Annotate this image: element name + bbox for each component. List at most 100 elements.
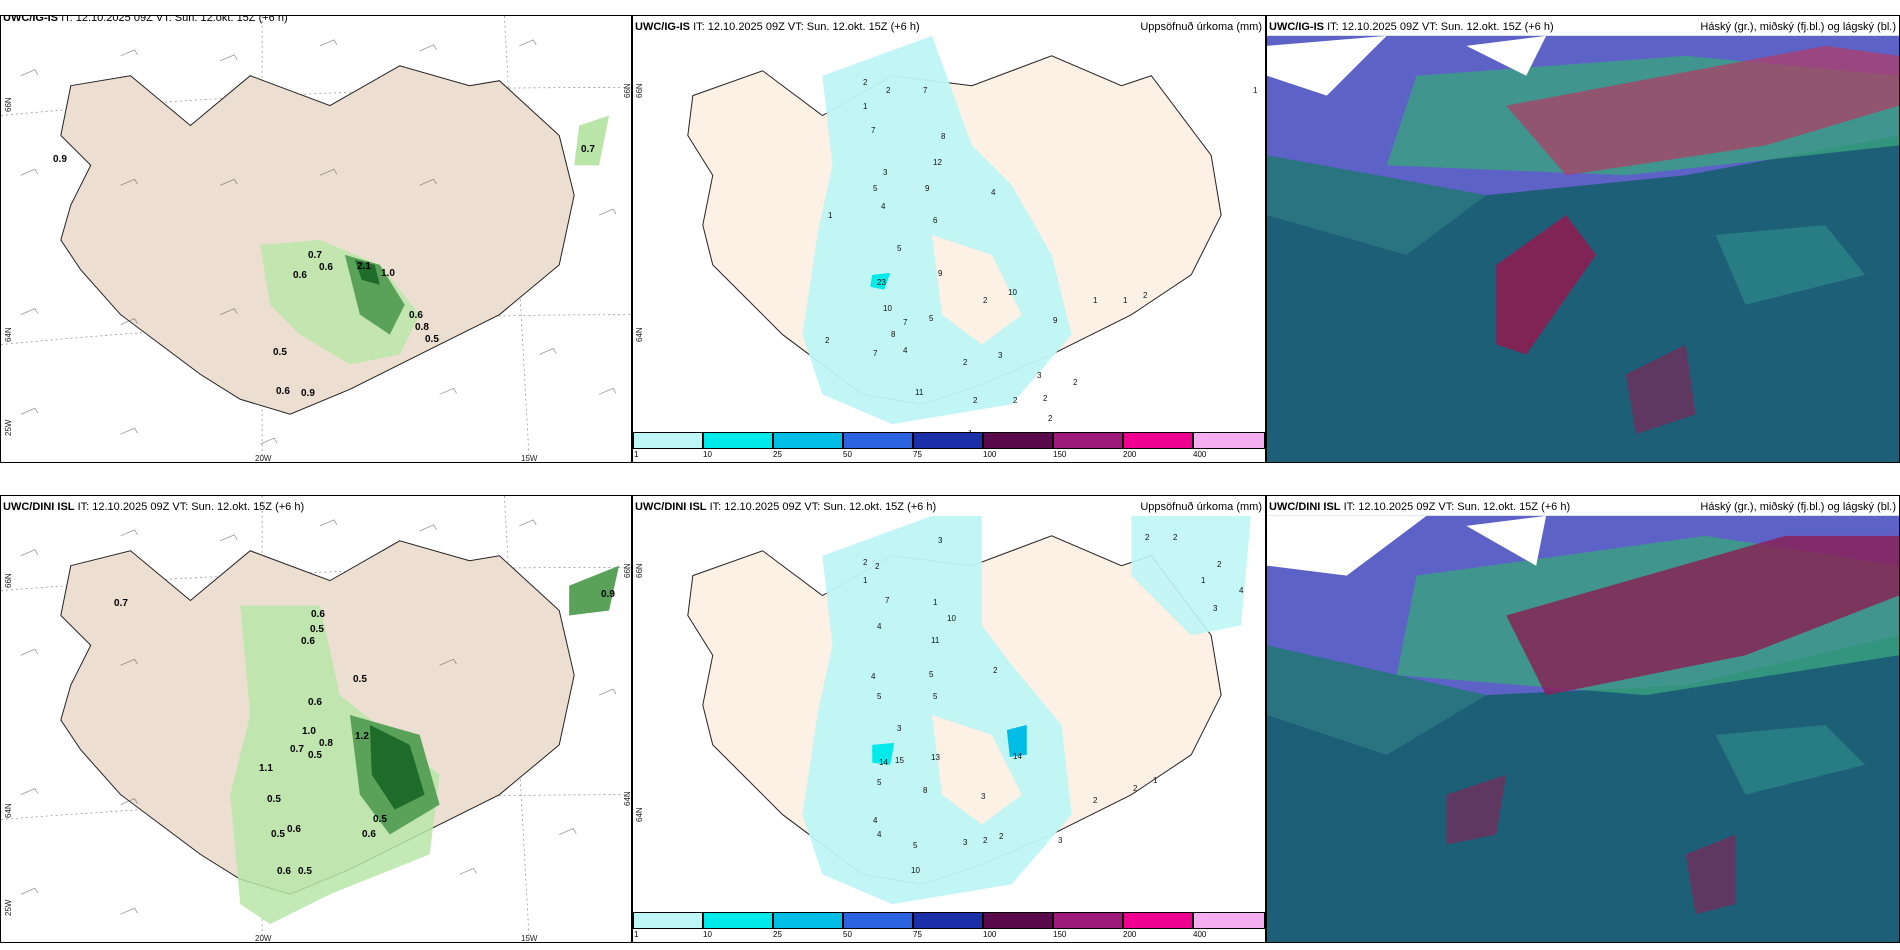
value-label: 1 bbox=[1153, 776, 1158, 785]
value-label: 13 bbox=[931, 753, 940, 762]
value-label: 5 bbox=[873, 184, 878, 193]
value-label: 12 bbox=[933, 158, 942, 167]
value-label: 5 bbox=[913, 841, 918, 850]
value-label: 0.8 bbox=[415, 322, 429, 333]
value-label: 8 bbox=[923, 786, 928, 795]
value-label: 3 bbox=[883, 168, 888, 177]
colorbar-tick: 100 bbox=[983, 930, 997, 939]
colorbar-tick: 400 bbox=[1193, 450, 1207, 459]
value-label: 0.5 bbox=[373, 814, 387, 825]
ig-wind-map bbox=[1, 16, 631, 462]
value-label: 10 bbox=[1008, 288, 1017, 297]
colorbar-segment bbox=[843, 912, 913, 929]
colorbar-segment bbox=[1193, 912, 1265, 929]
dini-wind-panel: UWC/DINI ISL IT: 12.10.2025 09Z VT: Sun.… bbox=[0, 495, 632, 943]
value-label: 2 bbox=[863, 78, 868, 87]
value-label: 0.6 bbox=[277, 866, 291, 877]
colorbar-tick: 50 bbox=[843, 450, 852, 459]
colorbar-segment bbox=[773, 912, 843, 929]
colorbar-segment bbox=[983, 432, 1053, 449]
colorbar-segment bbox=[983, 912, 1053, 929]
value-label: 0.5 bbox=[298, 866, 312, 877]
value-label: 7 bbox=[873, 349, 878, 358]
value-label: 11 bbox=[931, 636, 940, 645]
dini-precip-header: UWC/DINI ISL IT: 12.10.2025 09Z VT: Sun.… bbox=[635, 501, 937, 513]
colorbar-segment bbox=[1123, 912, 1193, 929]
value-label: 10 bbox=[911, 866, 920, 875]
colorbar-tick: 150 bbox=[1053, 450, 1067, 459]
value-label: 5 bbox=[877, 692, 882, 701]
value-label: 0.9 bbox=[301, 388, 315, 399]
axis-label-lat: 66N bbox=[623, 83, 632, 98]
value-label: 3 bbox=[1058, 836, 1063, 845]
value-label: 1 bbox=[1253, 86, 1258, 95]
value-label: 2 bbox=[983, 296, 988, 305]
value-label: 4 bbox=[877, 830, 882, 839]
colorbar-tick: 400 bbox=[1193, 930, 1207, 939]
dini-cloud-header: UWC/DINI ISL IT: 12.10.2025 09Z VT: Sun.… bbox=[1269, 501, 1571, 513]
colorbar-segment bbox=[1053, 432, 1123, 449]
value-label: 3 bbox=[1037, 371, 1042, 380]
value-label: 0.9 bbox=[601, 589, 615, 600]
axis-label-lat: 66N bbox=[635, 563, 644, 578]
colorbar-segment bbox=[913, 432, 983, 449]
value-label: 5 bbox=[929, 670, 934, 679]
colorbar-segment bbox=[843, 432, 913, 449]
colorbar-segment bbox=[1193, 432, 1265, 449]
colorbar-tick: 25 bbox=[773, 930, 782, 939]
dini-precip-map bbox=[687, 515, 1252, 905]
value-label: 10 bbox=[883, 304, 892, 313]
value-label: 3 bbox=[998, 351, 1003, 360]
value-label: 3 bbox=[963, 838, 968, 847]
axis-label-lat: 66N bbox=[635, 83, 644, 98]
value-label: 0.5 bbox=[267, 794, 281, 805]
axis-label-lon: 20W bbox=[255, 454, 272, 463]
axis-label-lat: 66N bbox=[4, 573, 13, 588]
colorbar: 1 10 25 50 75 100 150 200 400 bbox=[633, 432, 1265, 462]
colorbar-tick: 150 bbox=[1053, 930, 1067, 939]
value-label: 4 bbox=[877, 622, 882, 631]
value-label: 1 bbox=[1123, 296, 1128, 305]
dini-cloud-panel: UWC/DINI ISL IT: 12.10.2025 09Z VT: Sun.… bbox=[1266, 495, 1900, 943]
value-label: 14 bbox=[1013, 752, 1022, 761]
colorbar-segment bbox=[633, 912, 703, 929]
value-label: 4 bbox=[903, 346, 908, 355]
value-label: 2 bbox=[1048, 414, 1053, 423]
value-label: 3 bbox=[981, 792, 986, 801]
colorbar-tick: 1 bbox=[634, 930, 639, 939]
ig-cloud-map bbox=[1267, 35, 1899, 462]
value-label: 8 bbox=[941, 132, 946, 141]
value-label: 5 bbox=[929, 314, 934, 323]
value-label: 2 bbox=[983, 836, 988, 845]
colorbar-segment bbox=[1053, 912, 1123, 929]
value-label: 2 bbox=[1143, 291, 1148, 300]
colorbar-tick: 50 bbox=[843, 930, 852, 939]
value-label: 8 bbox=[891, 330, 896, 339]
value-label: 11 bbox=[915, 388, 924, 397]
value-label: 1.0 bbox=[302, 726, 316, 737]
value-label: 0.7 bbox=[308, 250, 322, 261]
value-label: 0.6 bbox=[362, 829, 376, 840]
value-label: 2 bbox=[1043, 394, 1048, 403]
ig-cloud-panel: UWC/IG-IS IT: 12.10.2025 09Z VT: Sun. 12… bbox=[1266, 15, 1900, 463]
value-label: 14 bbox=[879, 758, 888, 767]
value-label: 0.6 bbox=[308, 697, 322, 708]
value-label: 7 bbox=[903, 318, 908, 327]
value-label: 5 bbox=[877, 778, 882, 787]
axis-label-lat: 64N bbox=[635, 327, 644, 342]
value-label: 1.0 bbox=[381, 268, 395, 279]
value-label: 0.6 bbox=[311, 609, 325, 620]
value-label: 2 bbox=[993, 666, 998, 675]
value-label: 4 bbox=[1239, 586, 1244, 595]
colorbar-tick: 10 bbox=[703, 930, 712, 939]
value-label: 2 bbox=[825, 336, 830, 345]
value-label: 4 bbox=[881, 202, 886, 211]
colorbar-segment bbox=[633, 432, 703, 449]
value-label: 23 bbox=[877, 278, 886, 287]
ig-precip-header: UWC/IG-IS IT: 12.10.2025 09Z VT: Sun. 12… bbox=[635, 21, 920, 33]
value-label: 2 bbox=[1133, 784, 1138, 793]
colorbar-tick: 75 bbox=[913, 450, 922, 459]
value-label: 10 bbox=[947, 614, 956, 623]
dini-precip-title: Uppsöfnuð úrkoma (mm) bbox=[1140, 501, 1262, 513]
colorbar-tick: 100 bbox=[983, 450, 997, 459]
